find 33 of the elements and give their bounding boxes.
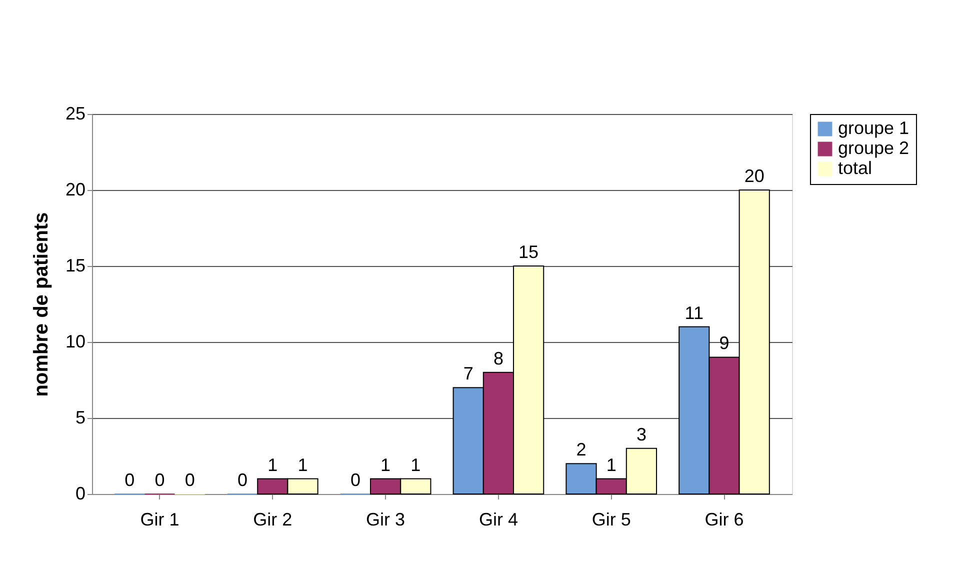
x-tick-label: Gir 1 xyxy=(140,510,180,530)
data-label: 1 xyxy=(380,454,391,475)
data-label: 1 xyxy=(298,454,308,475)
data-label: 1 xyxy=(410,454,421,475)
x-tick-label: Gir 6 xyxy=(704,510,744,530)
x-tick-label: Gir 2 xyxy=(253,510,292,530)
y-tick-label: 10 xyxy=(65,332,86,352)
y-tick-label: 0 xyxy=(75,484,86,504)
y-tick-label: 25 xyxy=(65,104,86,124)
y-axis-title: nombre de patients xyxy=(30,212,52,397)
data-label: 3 xyxy=(636,424,646,444)
legend-label: total xyxy=(838,158,872,178)
data-label: 15 xyxy=(518,242,539,262)
data-label: 11 xyxy=(684,302,704,323)
data-label: 1 xyxy=(606,454,616,475)
x-tick-label: Gir 3 xyxy=(366,510,406,530)
data-label: 0 xyxy=(124,470,135,490)
data-label: 0 xyxy=(184,470,195,490)
y-tick-label: 20 xyxy=(65,180,86,200)
data-label: 0 xyxy=(238,470,248,490)
y-tick-label: 5 xyxy=(75,408,86,428)
data-label: 1 xyxy=(268,454,278,475)
x-tick-label: Gir 5 xyxy=(592,510,631,530)
data-label: 0 xyxy=(154,470,165,490)
data-label: 0 xyxy=(350,470,360,490)
data-label: 20 xyxy=(744,166,764,186)
x-tick-label: Gir 4 xyxy=(478,510,518,530)
legend-label: groupe 2 xyxy=(838,138,910,158)
y-tick-label: 15 xyxy=(65,256,86,276)
data-label: 2 xyxy=(576,440,586,460)
data-label: 8 xyxy=(493,348,504,368)
legend-label: groupe 1 xyxy=(838,118,910,138)
data-label: 7 xyxy=(463,364,474,384)
